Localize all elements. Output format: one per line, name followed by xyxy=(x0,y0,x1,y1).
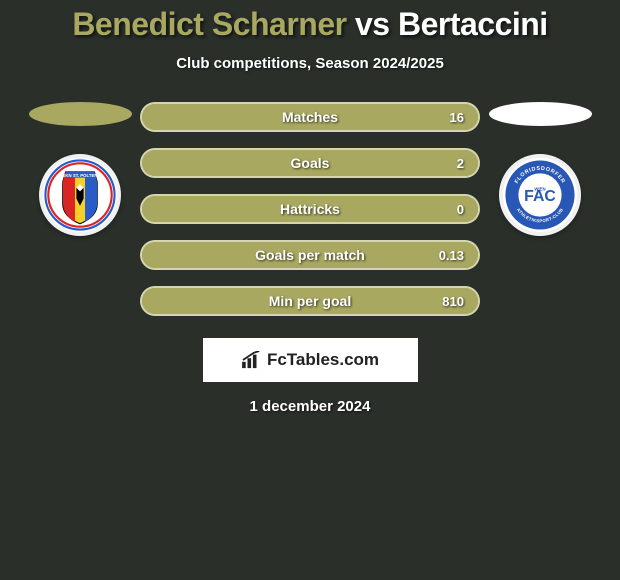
stat-label: Goals xyxy=(291,155,330,171)
stats-area: SKN ST. POLTEN Matches 16 Goals 2 Hattricks 0… xyxy=(0,102,620,316)
date-label: 1 december 2024 xyxy=(250,398,371,415)
stat-bars: Matches 16 Goals 2 Hattricks 0 Goals per match… xyxy=(140,102,480,316)
brand-chart-icon xyxy=(241,351,263,369)
player2-name: Bertaccini xyxy=(398,6,548,42)
player1-name: Benedict Scharner xyxy=(72,6,346,42)
stat-label: Goals per match xyxy=(255,247,365,263)
stat-row: Goals 2 xyxy=(140,148,480,178)
stat-value-right: 2 xyxy=(457,156,464,171)
stat-value-right: 0 xyxy=(457,202,464,217)
stat-value-right: 0.13 xyxy=(439,248,464,263)
svg-text:WIEN: WIEN xyxy=(534,187,545,192)
subtitle: Club competitions, Season 2024/2025 xyxy=(176,55,444,72)
left-oval xyxy=(29,102,132,126)
stat-value-right: 810 xyxy=(442,294,464,309)
skn-crest-icon: SKN ST. POLTEN xyxy=(44,159,116,231)
stat-row: Matches 16 xyxy=(140,102,480,132)
page-title: Benedict Scharner vs Bertaccini xyxy=(72,6,547,43)
brand-text: FcTables.com xyxy=(267,350,379,370)
right-column: FLORIDSDORFER ATHLETIKSPORT-CLUB FAC WIE… xyxy=(480,102,600,236)
left-crest: SKN ST. POLTEN xyxy=(39,154,121,236)
svg-text:SKN ST. POLTEN: SKN ST. POLTEN xyxy=(63,173,98,178)
right-oval xyxy=(489,102,592,126)
stat-value-right: 16 xyxy=(450,110,464,125)
fac-crest-icon: FLORIDSDORFER ATHLETIKSPORT-CLUB FAC WIE… xyxy=(504,159,576,231)
right-crest: FLORIDSDORFER ATHLETIKSPORT-CLUB FAC WIE… xyxy=(499,154,581,236)
stat-label: Min per goal xyxy=(269,293,351,309)
left-column: SKN ST. POLTEN xyxy=(20,102,140,236)
stat-label: Matches xyxy=(282,109,338,125)
stat-row: Min per goal 810 xyxy=(140,286,480,316)
comparison-card: Benedict Scharner vs Bertaccini Club com… xyxy=(0,0,620,580)
vs-text: vs xyxy=(355,6,390,42)
brand-box[interactable]: FcTables.com xyxy=(203,338,418,382)
stat-label: Hattricks xyxy=(280,201,340,217)
stat-row: Goals per match 0.13 xyxy=(140,240,480,270)
stat-row: Hattricks 0 xyxy=(140,194,480,224)
